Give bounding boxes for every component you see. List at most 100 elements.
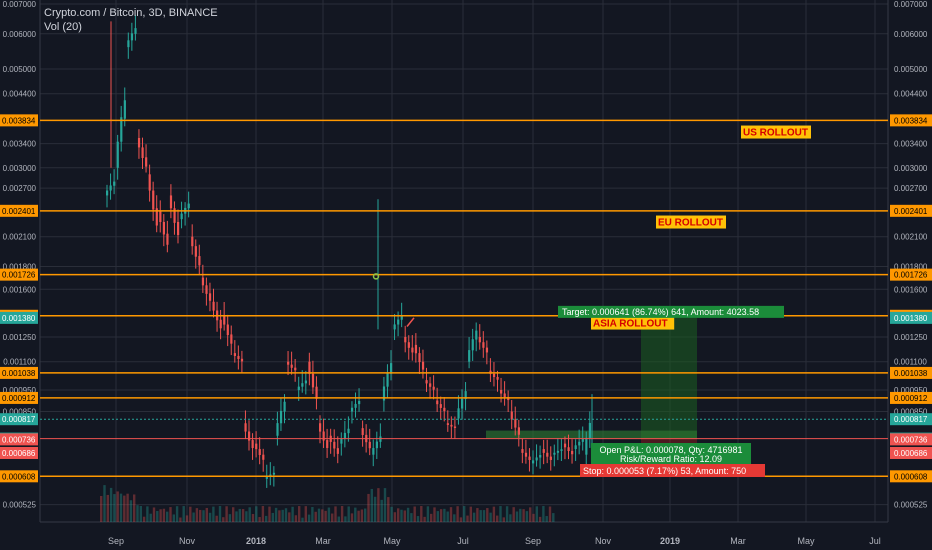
volume-bar	[505, 506, 509, 522]
y-tick-label-left: 0.007000	[3, 0, 37, 9]
candle-body	[244, 423, 247, 432]
volume-bar	[383, 488, 387, 522]
candle-body	[528, 456, 531, 460]
level-badge-left	[0, 391, 38, 404]
target-label-bg	[558, 305, 784, 318]
volume-bar	[142, 516, 146, 522]
level-badge-left	[0, 204, 38, 217]
rollout-note-bg	[656, 215, 726, 229]
level-badge-left	[0, 268, 38, 281]
y-tick-label-right: 0.005000	[894, 65, 928, 74]
volume-bar	[469, 506, 472, 522]
candle-body	[390, 363, 393, 374]
volume-bar	[344, 516, 347, 522]
candle-body	[404, 336, 407, 343]
volume-bar	[182, 506, 185, 522]
candle-body	[276, 423, 279, 436]
candle-body	[187, 203, 190, 209]
x-tick-label: Nov	[595, 536, 612, 546]
volume-bar	[390, 506, 393, 522]
volume-bar	[466, 515, 469, 522]
candle-body	[311, 373, 315, 388]
candle-body	[106, 190, 109, 196]
y-tick-label-right: 0.007000	[894, 0, 928, 9]
candle-body	[358, 400, 361, 405]
candle-body	[588, 422, 591, 439]
volume-bar	[509, 514, 512, 522]
candle-body	[283, 401, 286, 412]
level-badge-right	[890, 114, 932, 127]
candle-body	[407, 342, 410, 348]
level-badge-left-text: 0.000608	[2, 472, 36, 481]
level-badge-left	[0, 470, 38, 483]
volume-bar	[410, 513, 413, 522]
candle-body	[240, 358, 244, 362]
candle-body	[287, 361, 290, 365]
candle-body	[350, 407, 354, 412]
level-badge-left	[0, 366, 38, 379]
volume-bar	[340, 506, 344, 522]
x-tick-label: Mar	[730, 536, 746, 546]
volume-bar	[532, 513, 535, 522]
volume-bar	[152, 507, 156, 522]
level-badge-right-text: 0.001726	[894, 271, 928, 280]
volume-bar	[113, 494, 116, 522]
candle-body	[382, 386, 386, 401]
y-tick-label-left: 0.000950	[3, 386, 37, 395]
volume-bar	[133, 494, 136, 522]
price-badge-left-text: 0.001380	[2, 314, 36, 323]
volume-bar	[499, 506, 502, 522]
price-badge-left	[0, 413, 38, 426]
candle-body	[294, 367, 297, 371]
y-tick-label-left: 0.001100	[3, 358, 36, 367]
candle-body	[258, 449, 261, 456]
y-tick-label-right: 0.001600	[894, 285, 928, 294]
volume-bar	[265, 515, 268, 522]
level-badge-right-text: 0.003834	[894, 116, 928, 125]
candle-body	[560, 449, 563, 451]
volume-bar	[199, 509, 202, 522]
candle-body	[478, 336, 481, 343]
volume-bar	[472, 512, 476, 522]
rollout-note-bg	[741, 125, 811, 139]
y-tick-label-right: 0.000850	[894, 408, 928, 417]
candle-body	[400, 315, 403, 320]
candle-body	[471, 339, 474, 351]
candle-body	[177, 221, 180, 236]
y-tick-label-right: 0.002100	[894, 233, 928, 242]
volume-bar	[354, 507, 357, 522]
volume-bar	[364, 508, 367, 522]
price-badge-left-text: 0.000736	[2, 435, 36, 444]
candle-body	[386, 373, 389, 387]
candle-body	[137, 137, 141, 148]
volume-bar	[288, 512, 291, 522]
candle-body	[581, 438, 584, 442]
y-tick-label-right: 0.004400	[894, 90, 928, 99]
volume-bar	[476, 508, 479, 522]
candle-body	[397, 319, 400, 325]
candle-body	[162, 221, 165, 235]
volume-bar	[123, 495, 126, 522]
volume-bar	[486, 508, 489, 522]
level-badge-right-text: 0.001038	[894, 369, 928, 378]
volume-bar	[278, 510, 281, 522]
candle-body	[343, 432, 347, 439]
candle-body	[152, 190, 155, 210]
candle-body	[262, 454, 265, 460]
candle-body	[464, 391, 467, 400]
y-tick-label-left: 0.002700	[3, 184, 37, 193]
volume-bar	[502, 517, 505, 522]
volume-bar	[367, 493, 370, 522]
volume-bar	[334, 506, 337, 522]
candle-body	[148, 174, 151, 191]
candle-body	[556, 450, 560, 453]
volume-bar	[397, 508, 400, 522]
price-badge-right	[890, 433, 932, 446]
volume-bar	[307, 514, 311, 522]
level-badge-right-text: 0.000912	[894, 394, 928, 403]
candle-body	[191, 236, 194, 247]
volume-bar	[175, 506, 179, 522]
volume-bar	[413, 506, 416, 522]
candle-body	[333, 441, 336, 449]
